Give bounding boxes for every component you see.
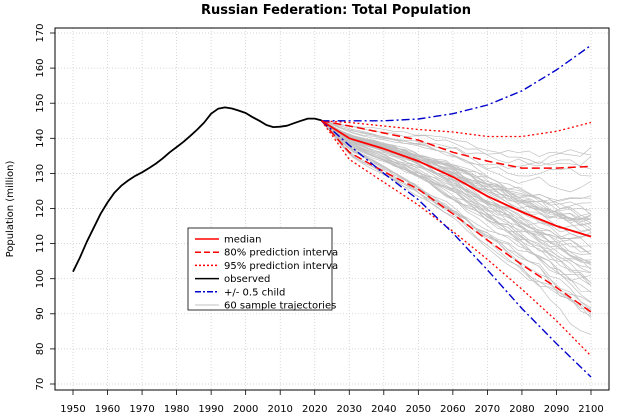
sample-trajectory-line [321,120,592,308]
legend-box [187,227,333,311]
y-tick-label: 80 [35,343,46,356]
chart-title: Russian Federation: Total Population [201,3,471,18]
child-upper-line [321,44,592,122]
sample-trajectory-line [321,120,592,304]
y-tick-label: 110 [35,234,46,253]
pi95-upper-line [321,120,592,138]
sample-trajectory-line [321,120,592,315]
x-tick-label: 2010 [267,404,292,415]
sample-trajectory-line [321,120,592,224]
child-lower-line [321,120,592,378]
x-tick-label: 2020 [302,404,327,415]
x-tick-label: 2100 [578,404,603,415]
y-tick-label: 140 [35,129,46,148]
x-tick-label: 2000 [233,404,258,415]
x-tick-label: 2040 [371,404,396,415]
x-tick-label: 2080 [509,404,534,415]
sample-trajectory-line [321,120,592,224]
x-tick-label: 1960 [95,404,120,415]
series-lines [72,44,592,378]
legend-label: median [224,235,262,246]
sample-trajectory-line [321,120,592,221]
y-tick-label: 120 [35,199,46,218]
y-tick-label: 150 [35,94,46,113]
legend-label: 95% prediction interva [224,261,338,272]
sample-trajectory-line [321,120,592,265]
y-tick-label: 100 [35,269,46,288]
sample-trajectory-line [321,120,592,292]
x-tick-label: 1970 [129,404,154,415]
median-line [321,120,592,238]
legend-label: 80% prediction interva [224,248,338,259]
sample-trajectory-line [321,120,592,170]
sample-trajectory-line [321,120,592,177]
x-tick-label: 2050 [406,404,431,415]
legend: median 80% prediction interva 95% predicti… [187,227,338,312]
x-axis-ticks: 1950 1960 1970 1980 1990 2000 2010 2020 2030 2040… [60,390,604,415]
y-tick-label: 160 [35,59,46,78]
legend-label: +/- 0.5 child [224,287,285,298]
sample-trajectory-line [321,120,592,281]
sample-trajectory-line [321,120,592,253]
sample-trajectory-line [321,120,592,233]
x-tick-label: 1980 [164,404,189,415]
sample-trajectory-line [321,120,592,311]
x-tick-label: 1990 [198,404,223,415]
sample-trajectory-line [321,120,592,229]
pi80-lower-line [321,120,592,313]
legend-label: observed [224,274,270,285]
sample-trajectory-line [321,120,592,286]
legend-label: 60 sample trajectories [224,301,336,312]
sample-trajectory-line [321,120,592,204]
sample-trajectory-line [321,120,592,255]
sample-trajectory-line [321,120,592,263]
x-tick-label: 2060 [440,404,465,415]
sample-trajectory-line [321,120,592,303]
y-axis-label: Population (million) [5,160,16,257]
y-tick-label: 130 [35,164,46,183]
y-tick-label: 170 [35,23,46,42]
sample-trajectory-line [321,120,592,165]
x-tick-label: 2090 [544,404,569,415]
y-tick-label: 70 [35,378,46,391]
y-tick-label: 90 [35,307,46,320]
observed-line [72,106,322,273]
sample-trajectory-line [321,120,592,274]
sample-trajectory-line [321,120,592,238]
sample-trajectory-line [321,120,592,221]
pi80-upper-line [321,120,592,169]
x-tick-label: 1950 [60,404,85,415]
x-tick-label: 2070 [475,404,500,415]
sample-trajectory-line [321,120,592,157]
x-tick-label: 2030 [337,404,362,415]
plot-frame [54,27,610,391]
y-axis-ticks: 70 80 90 100 110 120 130 140 150 160 170 [35,23,55,390]
grid-lines [55,28,609,390]
